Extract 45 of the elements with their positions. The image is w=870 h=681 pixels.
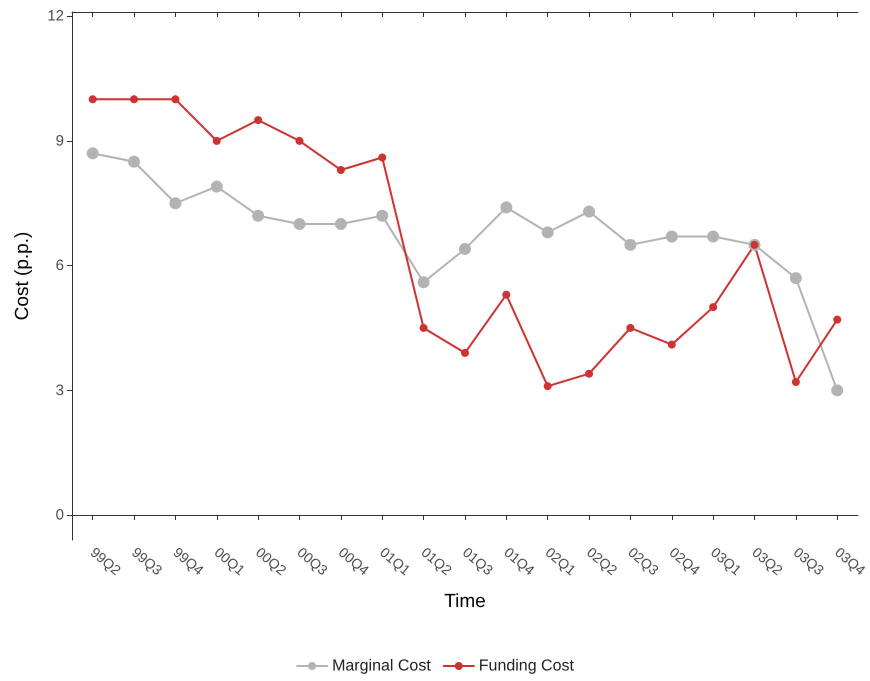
point: [130, 95, 138, 104]
y-tick-label: 3: [56, 382, 64, 399]
point: [460, 348, 469, 357]
point: [583, 206, 596, 218]
point: [86, 147, 99, 160]
point: [502, 290, 510, 299]
point: [336, 166, 345, 174]
y-tick-label: 6: [56, 257, 64, 274]
point: [334, 218, 347, 230]
point: [378, 154, 386, 162]
y-tick-label: 0: [56, 506, 64, 524]
point: [833, 316, 842, 324]
point: [376, 210, 388, 222]
point: [666, 230, 678, 242]
point: [458, 242, 471, 255]
point: [169, 197, 182, 210]
point: [707, 230, 720, 242]
point: [709, 303, 718, 312]
point: [626, 324, 634, 332]
legend-label: Funding Cost: [478, 658, 574, 674]
point: [88, 95, 97, 104]
y-tick-label: 9: [56, 132, 64, 150]
point: [254, 116, 262, 124]
point: [831, 384, 844, 396]
x-axis-title: Time: [444, 591, 486, 612]
point: [294, 218, 306, 230]
point: [585, 370, 594, 378]
point: [792, 378, 800, 386]
legend-label: Marginal Cost: [332, 658, 432, 674]
point: [418, 276, 430, 288]
point: [171, 95, 180, 104]
point: [790, 272, 802, 284]
point: [210, 180, 223, 193]
point: [212, 136, 221, 145]
point: [542, 226, 554, 238]
point: [420, 324, 428, 332]
point: [668, 340, 676, 349]
y-axis-title: Cost (p.p.): [12, 232, 33, 320]
point: [500, 201, 512, 214]
point: [544, 382, 552, 390]
y-tick-label: 12: [47, 8, 64, 25]
point: [296, 136, 304, 145]
point: [624, 238, 636, 251]
point: [128, 156, 140, 168]
point: [252, 210, 264, 222]
